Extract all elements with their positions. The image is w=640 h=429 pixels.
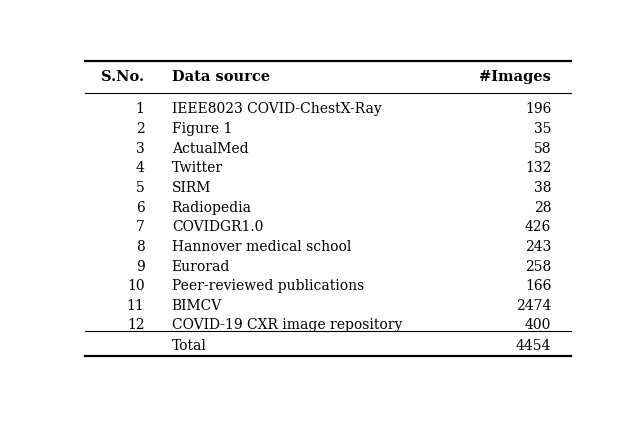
Text: 9: 9 — [136, 260, 145, 274]
Text: 12: 12 — [127, 318, 145, 332]
Text: ActualMed: ActualMed — [172, 142, 248, 156]
Text: Hannover medical school: Hannover medical school — [172, 240, 351, 254]
Text: 400: 400 — [525, 318, 551, 332]
Text: IEEE8023 COVID-ChestX-Ray: IEEE8023 COVID-ChestX-Ray — [172, 102, 381, 116]
Text: Peer-reviewed publications: Peer-reviewed publications — [172, 279, 364, 293]
Text: 5: 5 — [136, 181, 145, 195]
Text: 11: 11 — [127, 299, 145, 313]
Text: 6: 6 — [136, 201, 145, 214]
Text: COVIDGR1.0: COVIDGR1.0 — [172, 220, 263, 234]
Text: 10: 10 — [127, 279, 145, 293]
Text: 258: 258 — [525, 260, 551, 274]
Text: 3: 3 — [136, 142, 145, 156]
Text: SIRM: SIRM — [172, 181, 211, 195]
Text: S.No.: S.No. — [102, 70, 145, 84]
Text: 4454: 4454 — [516, 339, 551, 353]
Text: 8: 8 — [136, 240, 145, 254]
Text: 2: 2 — [136, 122, 145, 136]
Text: #Images: #Images — [479, 70, 551, 84]
Text: 58: 58 — [534, 142, 551, 156]
Text: 2474: 2474 — [516, 299, 551, 313]
Text: Total: Total — [172, 339, 207, 353]
Text: Figure 1: Figure 1 — [172, 122, 232, 136]
Text: 4: 4 — [136, 161, 145, 175]
Text: 38: 38 — [534, 181, 551, 195]
Text: Twitter: Twitter — [172, 161, 223, 175]
Text: 426: 426 — [525, 220, 551, 234]
Text: Eurorad: Eurorad — [172, 260, 230, 274]
Text: 132: 132 — [525, 161, 551, 175]
Text: Data source: Data source — [172, 70, 270, 84]
Text: 243: 243 — [525, 240, 551, 254]
Text: 35: 35 — [534, 122, 551, 136]
Text: 1: 1 — [136, 102, 145, 116]
Text: Radiopedia: Radiopedia — [172, 201, 252, 214]
Text: BIMCV: BIMCV — [172, 299, 222, 313]
Text: 166: 166 — [525, 279, 551, 293]
Text: COVID-19 CXR image repository: COVID-19 CXR image repository — [172, 318, 402, 332]
Text: 28: 28 — [534, 201, 551, 214]
Text: 7: 7 — [136, 220, 145, 234]
Text: 196: 196 — [525, 102, 551, 116]
